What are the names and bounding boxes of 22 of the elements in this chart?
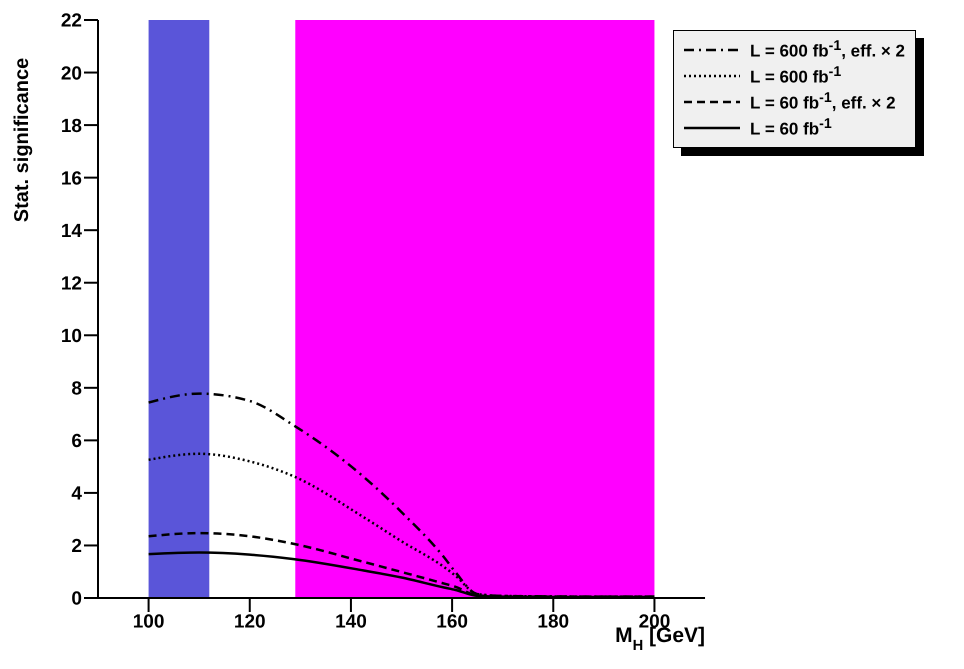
y-tick-label: 4 [71, 484, 82, 505]
x-tick-label: 160 [436, 611, 468, 632]
legend-label: L = 60 fb$^{-1}$ [750, 116, 832, 140]
y-tick-label: 0 [71, 588, 82, 610]
legend-label: L = 600 fb$^{-1}$, eff. × 2 [750, 38, 905, 62]
y-tick-label: 2 [71, 536, 82, 558]
legend-label: L = 600 fb$^{-1}$ [750, 64, 842, 88]
y-tick-label: 12 [60, 273, 82, 294]
legend-label: L = 60 fb$^{-1}$, eff. × 2 [750, 90, 896, 114]
x-tick-label: 120 [234, 611, 266, 632]
y-tick-label: 22 [60, 10, 82, 32]
y-tick-label: 10 [60, 326, 82, 348]
y-tick-label: 18 [60, 116, 82, 137]
y-tick-label: 6 [71, 431, 82, 452]
y-axis-title: Stat. significance [11, 58, 33, 222]
x-tick-label: 180 [537, 611, 570, 632]
y-tick-label: 20 [60, 63, 82, 84]
x-tick-label: 100 [132, 611, 164, 632]
y-tick-label: 14 [60, 220, 82, 242]
y-tick-label: 16 [60, 168, 82, 190]
y-tick-label: 8 [71, 378, 82, 400]
x-tick-label: 140 [335, 611, 367, 632]
